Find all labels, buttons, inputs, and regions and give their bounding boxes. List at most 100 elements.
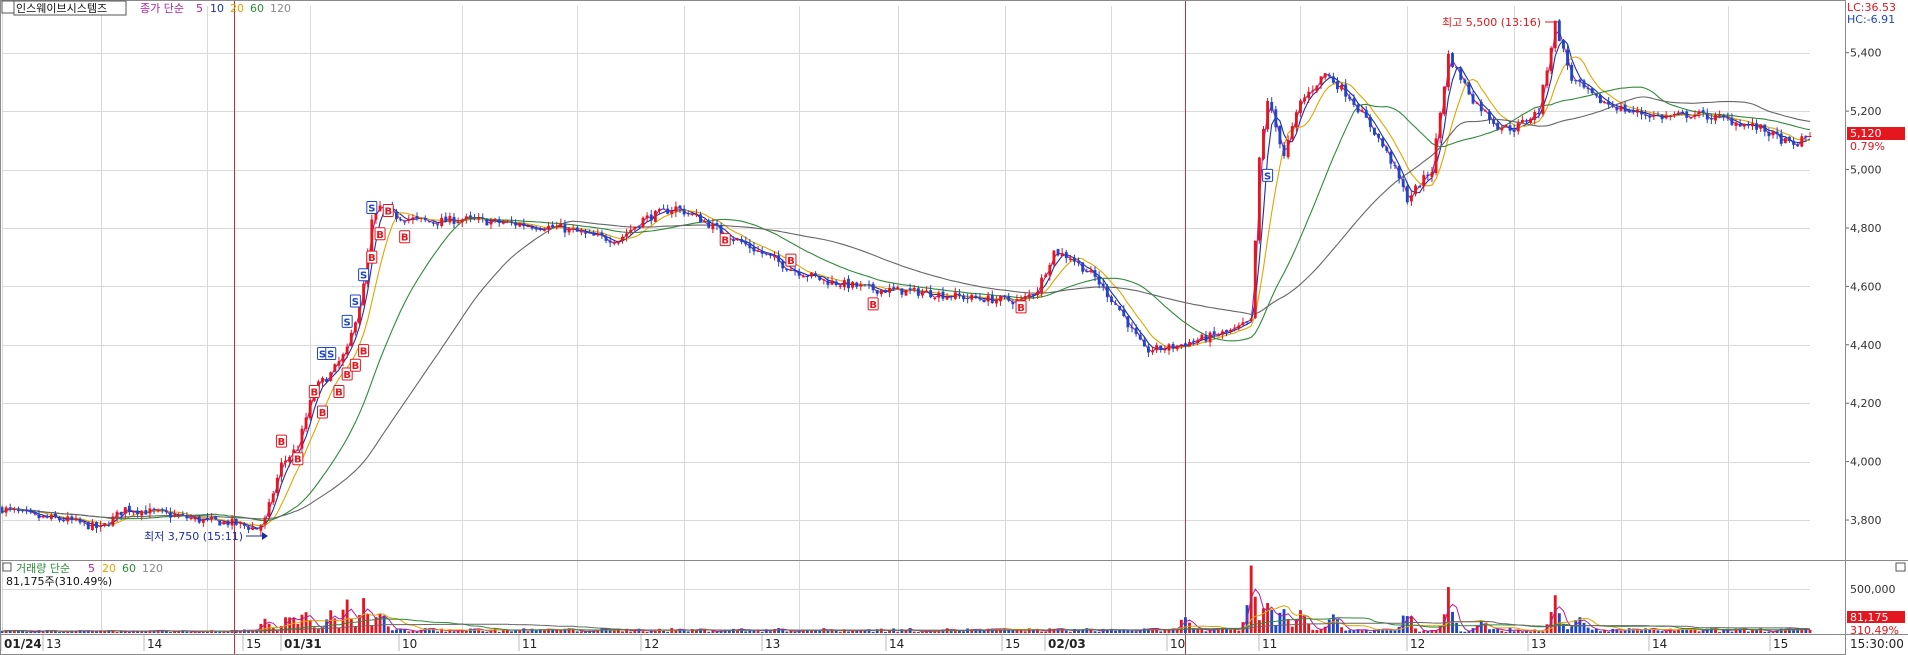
volume-bar	[1701, 630, 1705, 633]
candle-body	[1245, 321, 1249, 323]
candle-body	[875, 289, 879, 294]
signal-box-B	[358, 344, 370, 358]
volume-bar	[1093, 631, 1097, 633]
volume-bar	[119, 630, 123, 633]
candle-body	[1681, 111, 1685, 113]
candle-body	[879, 289, 883, 295]
volume-bar	[1368, 631, 1372, 633]
volume-bar	[1738, 628, 1742, 633]
candle-body	[1126, 316, 1130, 328]
volume-bar	[1311, 629, 1315, 633]
candle-body	[1590, 88, 1594, 94]
volume-bar	[1068, 631, 1072, 633]
volume-bar	[288, 617, 292, 633]
legend-ma5: 5	[196, 2, 203, 15]
volume-bar	[1196, 629, 1200, 633]
candle-body	[760, 250, 764, 254]
candle-body	[436, 224, 439, 226]
volume-bar	[1660, 631, 1664, 633]
volume-bar	[707, 631, 711, 633]
volume-bar	[90, 631, 94, 633]
volume-bar	[1541, 631, 1545, 633]
volume-bar	[25, 631, 29, 633]
candle-body	[193, 517, 197, 520]
volume-bar	[1405, 616, 1409, 633]
signal-box-S	[358, 268, 370, 282]
stock-name-box[interactable]	[13, 0, 127, 16]
candle-body	[1225, 329, 1228, 332]
volume-bar	[851, 630, 855, 633]
signal-label-B: B	[384, 206, 392, 217]
volume-bar	[596, 629, 600, 633]
candle-body	[1541, 85, 1545, 115]
volume-bar	[1389, 629, 1393, 633]
candle-body	[21, 510, 24, 512]
signal-box-B	[399, 230, 411, 244]
candle-body	[1512, 129, 1516, 132]
candle-body	[1385, 147, 1389, 151]
candle-body	[625, 233, 629, 237]
candle-body	[1147, 346, 1150, 353]
candle-body	[489, 221, 493, 225]
candle-body	[1697, 111, 1701, 114]
volume-bar	[107, 630, 111, 633]
candle-body	[1570, 64, 1574, 81]
volume-bar	[103, 631, 107, 633]
signal-box-B	[366, 250, 378, 264]
candle-body	[1266, 101, 1270, 130]
candle-body	[1405, 186, 1409, 203]
candle-body	[144, 510, 148, 515]
signal-box-B	[292, 452, 304, 466]
y-tick-label: 4,400	[1850, 339, 1882, 352]
signal-label-S: S	[344, 317, 351, 328]
signal-label-S: S	[1264, 171, 1271, 182]
candle-body	[464, 216, 468, 220]
volume-bar	[1364, 629, 1368, 633]
candle-body	[1114, 303, 1117, 305]
volume-legend-ma60: 60	[122, 562, 136, 575]
volume-bar	[1788, 628, 1791, 633]
volume-legend-ma5: 5	[88, 562, 95, 575]
candle-body	[522, 223, 526, 227]
candle-body	[1007, 296, 1011, 301]
stock-select-box[interactable]	[1, 0, 15, 14]
volume-bar	[1027, 628, 1031, 633]
volume-bar	[378, 613, 382, 633]
volume-bar	[785, 631, 789, 633]
x-tick-label: 10	[1170, 637, 1185, 651]
volume-bar	[1015, 630, 1019, 633]
candle-body	[1627, 110, 1631, 113]
volume-bar	[1483, 624, 1487, 633]
candle-body	[1718, 115, 1722, 117]
legend-ma10: 10	[210, 2, 224, 15]
volume-bar	[884, 631, 887, 633]
candle-body	[530, 227, 534, 229]
signal-label-B: B	[278, 437, 286, 448]
volume-bar	[682, 629, 686, 633]
volume-ma-lines	[1, 588, 1811, 633]
candle-body	[415, 216, 419, 218]
volume-bar	[805, 629, 809, 633]
candle-body	[12, 508, 16, 510]
candle-body	[1056, 249, 1060, 256]
volume-pane-toggle[interactable]	[2, 562, 12, 572]
candle-body	[1586, 88, 1590, 90]
volume-current: 81,175주(310.49%)	[6, 575, 112, 588]
candle-body	[666, 208, 670, 214]
ma-line-120	[1, 96, 1811, 520]
candle-body	[17, 510, 20, 512]
volume-bar	[1262, 608, 1265, 633]
volume-bar	[530, 628, 534, 633]
signal-label-S: S	[360, 271, 367, 282]
candle-body	[1492, 119, 1496, 124]
volume-bar	[366, 614, 370, 633]
volume-pane-close[interactable]	[1895, 562, 1906, 572]
volume-bar	[1582, 622, 1586, 633]
candle-body	[842, 280, 846, 288]
candle-body	[929, 290, 933, 298]
candle-body	[1278, 125, 1282, 145]
candle-body	[518, 223, 522, 227]
candle-body	[653, 210, 657, 222]
candle-body	[62, 520, 66, 522]
volume-bar	[1648, 629, 1652, 633]
